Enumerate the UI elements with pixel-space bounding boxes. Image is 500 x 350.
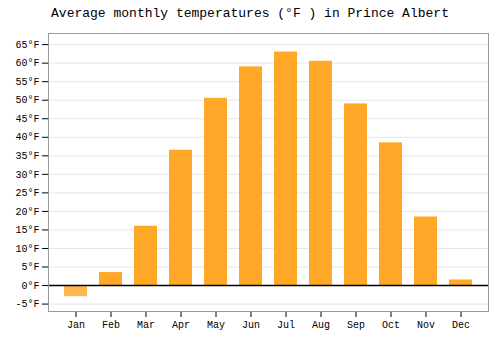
svg-text:Oct: Oct (382, 320, 400, 331)
svg-text:Jan: Jan (67, 320, 85, 331)
svg-text:40°F: 40°F (15, 132, 39, 143)
svg-text:35°F: 35°F (15, 151, 39, 162)
svg-text:Mar: Mar (137, 320, 155, 331)
svg-text:Sep: Sep (347, 320, 365, 331)
svg-text:60°F: 60°F (15, 58, 39, 69)
svg-text:Jun: Jun (242, 320, 260, 331)
svg-text:25°F: 25°F (15, 188, 39, 199)
svg-text:45°F: 45°F (15, 114, 39, 125)
svg-text:-5°F: -5°F (15, 299, 39, 310)
svg-text:0°F: 0°F (21, 281, 39, 292)
svg-text:Feb: Feb (102, 320, 120, 331)
svg-text:20°F: 20°F (15, 207, 39, 218)
svg-text:Jul: Jul (277, 320, 295, 331)
svg-text:Aug: Aug (312, 320, 330, 331)
html-text:Average monthly temperatures (: Average monthly temperatures (°F ) in Pr… (51, 6, 449, 21)
svg-text:55°F: 55°F (15, 77, 39, 88)
svg-text:50°F: 50°F (15, 95, 39, 106)
svg-text:May: May (207, 320, 225, 331)
svg-text:65°F: 65°F (15, 40, 39, 51)
svg-text:5°F: 5°F (21, 262, 39, 273)
svg-text:15°F: 15°F (15, 225, 39, 236)
svg-text:10°F: 10°F (15, 244, 39, 255)
svg-text:Nov: Nov (417, 320, 435, 331)
svg-text:Apr: Apr (172, 320, 190, 331)
svg-text:Dec: Dec (452, 320, 470, 331)
svg-text:30°F: 30°F (15, 170, 39, 181)
